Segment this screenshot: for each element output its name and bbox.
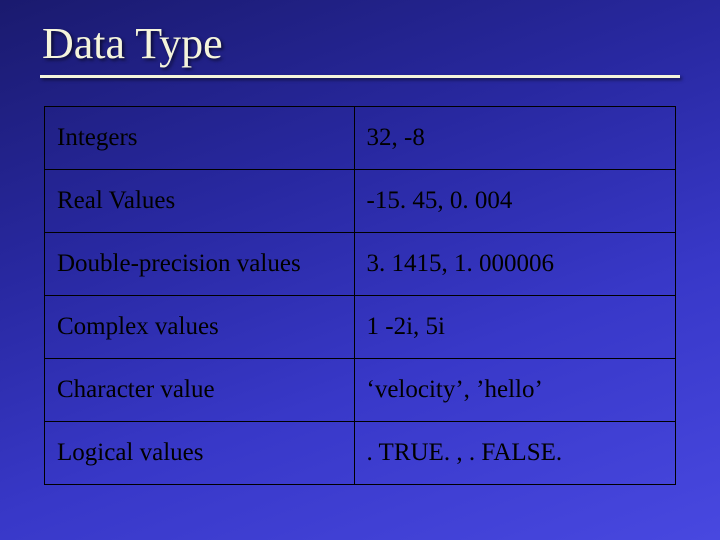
type-label: Real Values xyxy=(45,170,355,233)
table-row: Complex values 1 -2i, 5i xyxy=(45,296,676,359)
type-label: Complex values xyxy=(45,296,355,359)
type-example: . TRUE. , . FALSE. xyxy=(354,422,676,485)
type-label: Double-precision values xyxy=(45,233,355,296)
type-label: Integers xyxy=(45,107,355,170)
title-underline xyxy=(40,75,680,78)
table-row: Integers 32, -8 xyxy=(45,107,676,170)
type-example: 1 -2i, 5i xyxy=(354,296,676,359)
type-example: -15. 45, 0. 004 xyxy=(354,170,676,233)
table-row: Logical values . TRUE. , . FALSE. xyxy=(45,422,676,485)
page-title: Data Type xyxy=(40,18,680,69)
table-row: Double-precision values 3. 1415, 1. 0000… xyxy=(45,233,676,296)
slide: Data Type Integers 32, -8 Real Values -1… xyxy=(0,0,720,540)
table-row: Real Values -15. 45, 0. 004 xyxy=(45,170,676,233)
type-example: 3. 1415, 1. 000006 xyxy=(354,233,676,296)
data-type-table: Integers 32, -8 Real Values -15. 45, 0. … xyxy=(44,106,676,485)
table-row: Character value ‘velocity’, ’hello’ xyxy=(45,359,676,422)
type-example: ‘velocity’, ’hello’ xyxy=(354,359,676,422)
type-example: 32, -8 xyxy=(354,107,676,170)
type-label: Character value xyxy=(45,359,355,422)
type-label: Logical values xyxy=(45,422,355,485)
